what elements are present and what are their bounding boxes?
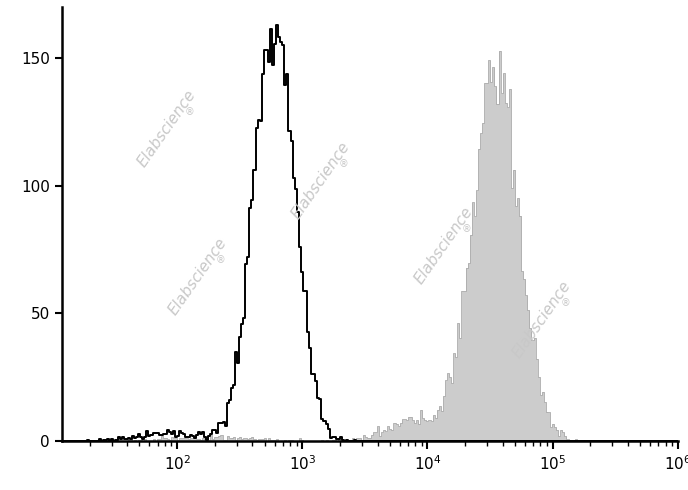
Text: Elabscience: Elabscience <box>135 88 199 170</box>
Text: Elabscience: Elabscience <box>411 205 475 287</box>
Text: Elabscience: Elabscience <box>165 235 229 318</box>
Text: Elabscience: Elabscience <box>510 278 574 361</box>
Text: ®: ® <box>338 159 348 170</box>
Text: ®: ® <box>560 298 570 308</box>
Text: ®: ® <box>215 255 225 265</box>
Text: ®: ® <box>462 224 471 234</box>
Text: Elabscience: Elabscience <box>288 140 352 222</box>
Text: ®: ® <box>184 107 195 117</box>
